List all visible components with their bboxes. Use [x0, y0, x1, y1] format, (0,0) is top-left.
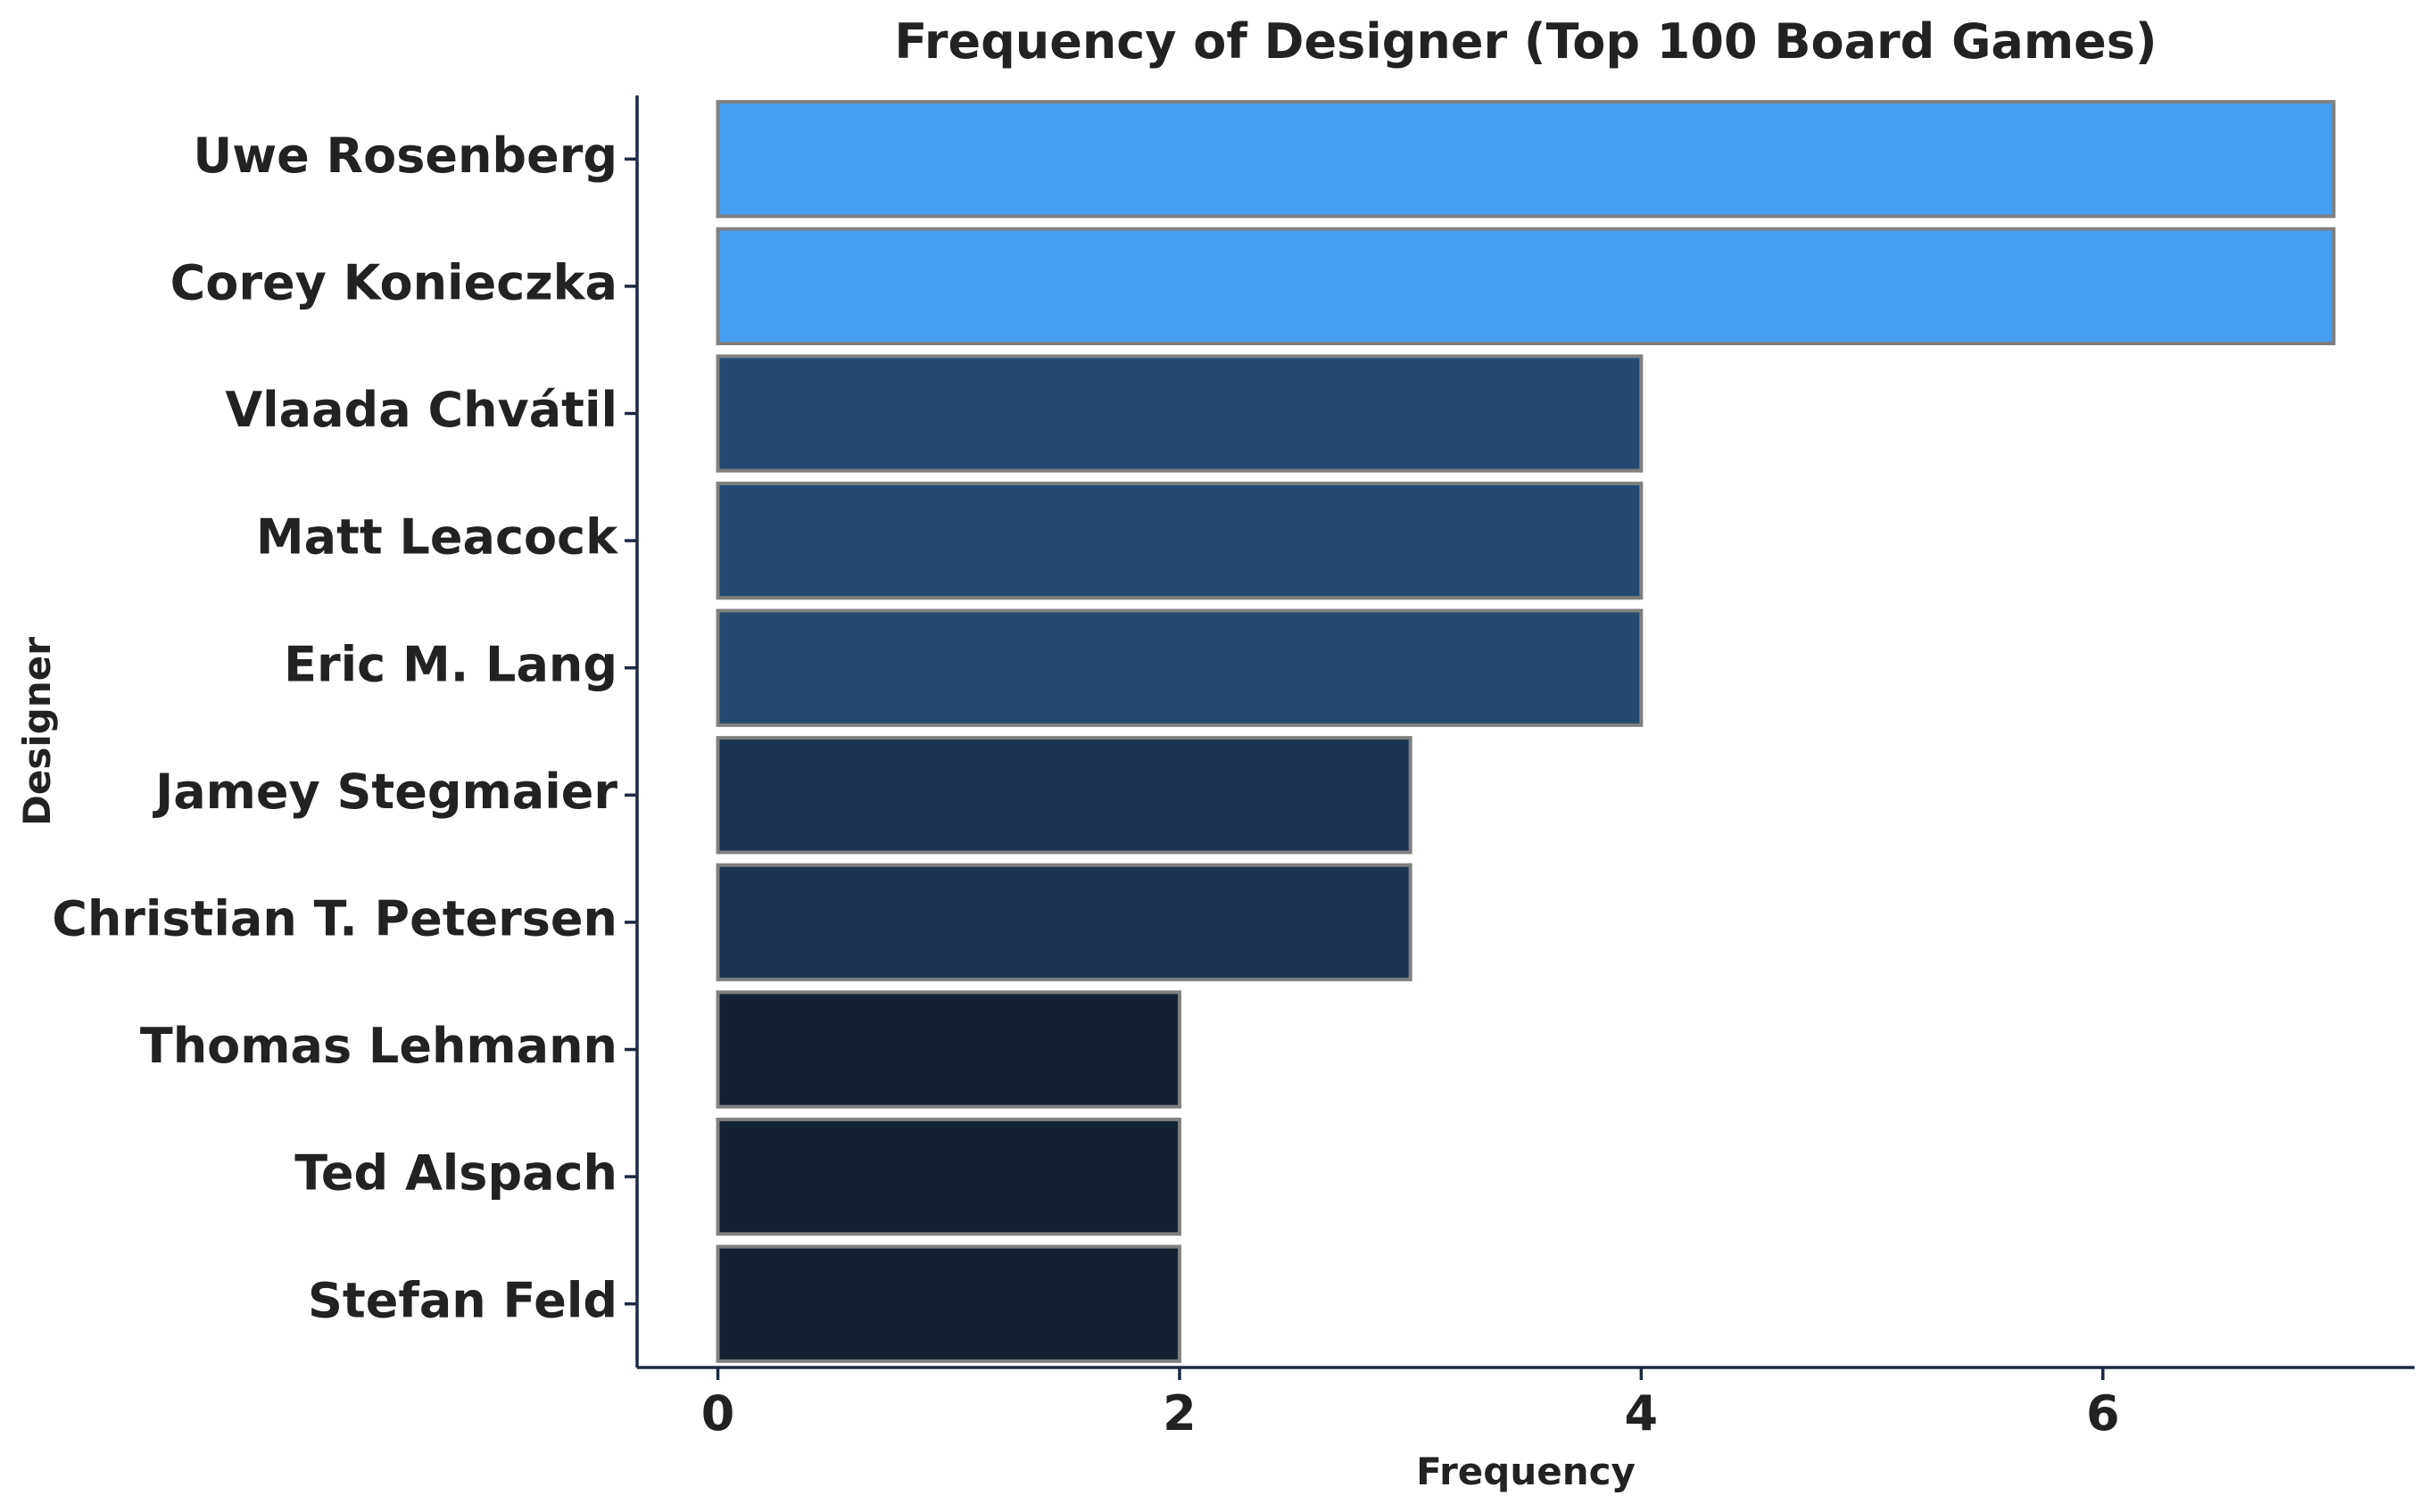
- y-tick-label: Matt Leacock: [256, 509, 618, 566]
- y-tick-label: Uwe Rosenberg: [193, 128, 617, 184]
- y-tick-label: Christian T. Petersen: [52, 891, 617, 947]
- bar-uwe-rosenberg: [716, 100, 2336, 219]
- y-tick-label: Stefan Feld: [308, 1272, 617, 1328]
- bar-stefan-feld: [716, 1244, 1181, 1363]
- x-axis-label: Frequency: [1416, 1450, 1636, 1493]
- y-tick-label: Corey Konieczka: [170, 255, 617, 311]
- x-tick-label: 0: [701, 1385, 735, 1442]
- bar-corey-konieczka: [716, 227, 2336, 346]
- bar-jamey-stegmaier: [716, 736, 1412, 855]
- y-axis-label: Designer: [15, 637, 59, 826]
- bar-thomas-lehmann: [716, 990, 1181, 1109]
- x-tick-label: 4: [1625, 1385, 1659, 1442]
- y-tick-label: Jamey Stegmaier: [152, 764, 617, 820]
- bar-ted-alspach: [716, 1117, 1181, 1236]
- bars-group: [716, 100, 2336, 1363]
- y-tick-label: Vlaada Chvátil: [225, 382, 617, 438]
- y-tick-label: Ted Alspach: [294, 1145, 617, 1202]
- bar-christian-t-petersen: [716, 863, 1412, 982]
- bar-vlaada-chv-til: [716, 354, 1644, 473]
- bar-eric-m-lang: [716, 608, 1644, 727]
- y-axis-ticks: Uwe Rosenberg Corey Konieczka Vlaada Chvát…: [52, 128, 637, 1328]
- x-axis-ticks: 0 2 4 6: [701, 1367, 2120, 1442]
- bar-matt-leacock: [716, 481, 1644, 600]
- x-tick-label: 6: [2086, 1385, 2120, 1442]
- x-tick-label: 2: [1163, 1385, 1197, 1442]
- chart-title: Frequency of Designer (Top 100 Board Gam…: [894, 13, 2157, 70]
- y-tick-label: Eric M. Lang: [284, 636, 617, 692]
- y-tick-label: Thomas Lehmann: [140, 1018, 617, 1074]
